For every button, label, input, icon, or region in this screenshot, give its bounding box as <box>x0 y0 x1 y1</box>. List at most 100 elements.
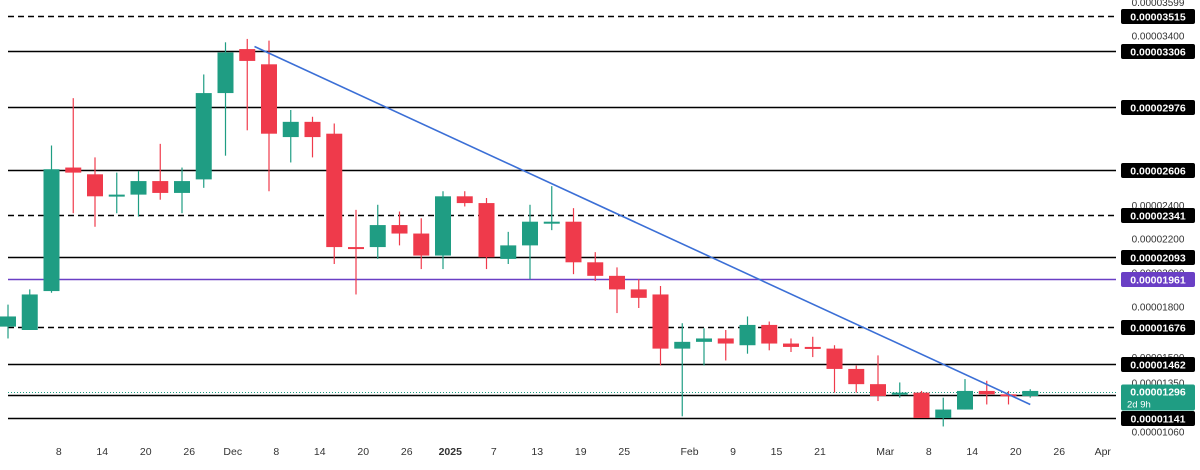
candle-body <box>369 225 386 248</box>
candle[interactable] <box>696 328 712 366</box>
date-tick-label: 8 <box>926 446 932 458</box>
candle[interactable] <box>43 145 60 293</box>
level-tag: 0.00003306 <box>1121 44 1195 59</box>
candle[interactable] <box>500 231 517 264</box>
candle-body <box>717 338 734 344</box>
candle[interactable] <box>804 336 821 358</box>
candle[interactable] <box>391 211 408 246</box>
candle[interactable] <box>543 186 560 231</box>
candle[interactable] <box>630 279 647 308</box>
candle-body <box>935 409 952 418</box>
price-tick-label: 0.00003400 <box>1132 32 1185 43</box>
candle[interactable] <box>108 172 125 214</box>
candle[interactable] <box>217 42 234 156</box>
date-tick-label: 14 <box>96 446 108 458</box>
candle[interactable] <box>261 40 277 192</box>
candle[interactable] <box>1000 390 1017 405</box>
candle[interactable] <box>152 143 169 200</box>
date-tick-label: 26 <box>401 446 413 458</box>
date-axis: 8 14 20 26 Dec 8 14 20 26 2025 7 13 19 25 Feb 9 15 21 Mar 8… <box>56 446 1112 458</box>
candle[interactable] <box>369 204 386 259</box>
candle[interactable] <box>717 330 734 361</box>
candle-body <box>913 392 930 418</box>
candle[interactable] <box>652 286 669 366</box>
date-tick-label: 14 <box>966 446 978 458</box>
candle[interactable] <box>130 170 147 217</box>
candle-body <box>522 221 538 246</box>
level-tag-text: 0.00001961 <box>1130 275 1186 287</box>
candle-body <box>282 121 299 138</box>
candle-body <box>435 196 451 256</box>
candle[interactable] <box>413 218 430 270</box>
candle[interactable] <box>609 267 625 314</box>
candle[interactable] <box>565 208 582 275</box>
date-tick-label: 26 <box>1053 446 1065 458</box>
candle[interactable] <box>174 167 190 214</box>
candle[interactable] <box>913 390 930 418</box>
candle-body <box>826 348 843 369</box>
candle-body <box>739 324 756 346</box>
candle-body <box>957 390 973 410</box>
candle[interactable] <box>326 123 343 264</box>
candle-body <box>21 294 38 330</box>
level-tag-bg <box>1121 163 1195 178</box>
candle[interactable] <box>21 289 38 330</box>
candle[interactable] <box>522 204 538 280</box>
candle-body <box>1000 394 1017 397</box>
candle-body <box>978 390 995 395</box>
date-tick-label: 20 <box>357 446 369 458</box>
candle[interactable] <box>739 316 756 354</box>
level-tag-bg <box>1121 411 1195 426</box>
level-tag-bg <box>1121 272 1195 287</box>
candle[interactable] <box>935 397 952 427</box>
candle[interactable] <box>435 191 451 270</box>
level-tag: 0.00001141 <box>1121 411 1195 426</box>
price-tick-label: 0.00001060 <box>1132 428 1185 439</box>
date-tick-label: 25 <box>618 446 630 458</box>
descending-trendline[interactable] <box>254 45 1031 406</box>
candle[interactable] <box>870 355 886 402</box>
level-tag-bg <box>1121 9 1195 24</box>
candle-body <box>456 196 473 204</box>
candle[interactable] <box>478 198 495 270</box>
candle[interactable] <box>891 382 908 398</box>
candle[interactable] <box>456 191 473 207</box>
candle-body <box>0 316 16 327</box>
candle[interactable] <box>239 38 256 131</box>
candle[interactable] <box>282 110 299 163</box>
level-tag: 0.00001462 <box>1121 357 1195 372</box>
candle-body <box>87 174 103 197</box>
candle[interactable] <box>195 74 212 188</box>
candle[interactable] <box>761 321 778 351</box>
candle[interactable] <box>304 116 321 158</box>
current-price-tag-bg <box>1121 384 1195 411</box>
candle[interactable] <box>348 209 364 295</box>
date-tick-label: 8 <box>273 446 279 458</box>
price-tick-label: 0.00001800 <box>1132 302 1185 313</box>
candle[interactable] <box>1022 389 1039 398</box>
level-tag-text: 0.00002976 <box>1130 103 1186 115</box>
candle[interactable] <box>87 157 103 227</box>
candle[interactable] <box>65 98 82 214</box>
candle-body <box>304 121 321 138</box>
candle-body <box>891 392 908 395</box>
countdown-label: 2d 9h <box>1127 400 1151 411</box>
level-tag-bg <box>1121 357 1195 372</box>
candle[interactable] <box>848 365 865 393</box>
level-tag-bg <box>1121 100 1195 115</box>
level-tag-text: 0.00001676 <box>1130 323 1186 335</box>
candle[interactable] <box>0 304 16 339</box>
candle[interactable] <box>587 252 604 281</box>
candle[interactable] <box>674 323 691 417</box>
price-tick-label: 0.00002400 <box>1132 201 1185 212</box>
candle[interactable] <box>957 379 973 410</box>
level-tag-text: 0.00001141 <box>1131 414 1186 426</box>
candle[interactable] <box>826 345 843 393</box>
price-tick-label: 0.00001350 <box>1132 378 1185 389</box>
candle-body <box>326 133 343 248</box>
level-tag-bg <box>1121 320 1195 335</box>
candle[interactable] <box>783 338 799 352</box>
date-tick-label: 15 <box>771 446 783 458</box>
